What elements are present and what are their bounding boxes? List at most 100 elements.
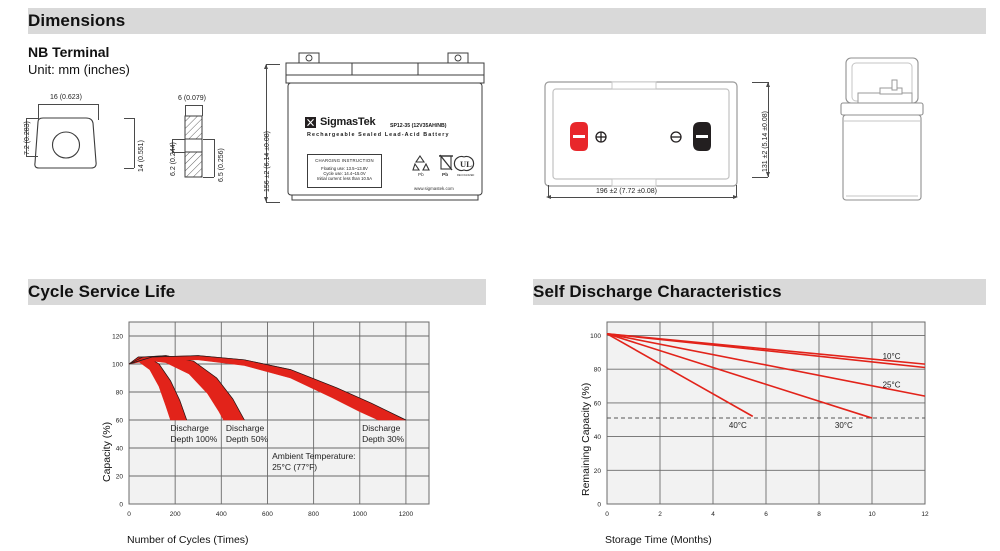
charging-instruction-box: CHARGING INSTRUCTION Floating use: 13.5~… xyxy=(307,154,382,188)
dim-line-terminal-right-height xyxy=(134,118,135,168)
battery-tagline: Rechargeable Sealed Lead-Acid Battery xyxy=(307,132,450,138)
cycle-y-tick: 40 xyxy=(116,446,124,453)
cycle-y-tick: 20 xyxy=(116,474,124,481)
recycle-icon xyxy=(412,155,430,171)
battery-model: SP12-35 (12V35AH/NB) xyxy=(390,123,447,129)
svg-text:UL: UL xyxy=(460,159,472,169)
dim-arrow-down xyxy=(263,197,268,202)
section-header-dimensions: Dimensions xyxy=(14,8,986,34)
cycle-y-tick: 100 xyxy=(112,362,123,369)
cycle-x-tick: 800 xyxy=(308,511,319,518)
cycle-y-tick: 0 xyxy=(119,502,123,509)
dim-line-side-gap xyxy=(172,139,173,152)
certification-marks: Pb Pb UL RECOGNIZED xyxy=(412,154,475,178)
dim-ext-sw-l xyxy=(185,105,186,116)
dim-line-side-width xyxy=(185,105,202,106)
cycle-x-tick: 1200 xyxy=(399,511,414,518)
cycle-curve-outline xyxy=(128,356,188,421)
cycle-x-tick: 400 xyxy=(216,511,227,518)
self-discharge-line xyxy=(606,332,926,365)
dim-line-side-height xyxy=(214,139,215,177)
svg-text:RECOGNIZED: RECOGNIZED xyxy=(457,173,474,177)
dim-arrow-up xyxy=(263,64,268,69)
cycle-y-tick: 120 xyxy=(112,334,123,341)
section-header-self-discharge: Self Discharge Characteristics xyxy=(519,279,986,305)
header-left-bar xyxy=(519,279,533,305)
charging-line-3: Initial current: less than 10.5A xyxy=(316,175,373,181)
self-x-axis-label: Storage Time (Months) xyxy=(605,534,712,546)
cycle-x-tick: 600 xyxy=(262,511,273,518)
dim-ext-bot xyxy=(26,156,38,157)
dim-ext-fh-t xyxy=(266,64,280,65)
dim-ext-sw-r xyxy=(202,105,203,116)
dim-top-depth: 131 ±2 (5.14 ±0.08) xyxy=(762,110,769,172)
dim-side-width: 6 (0.079) xyxy=(178,95,207,102)
self-plot-area: 0 2 4 6 8 10 12 0 20 40 60 80 100 10°C 25°C 30°C 40°C xyxy=(590,321,929,518)
dim-ext-bot2 xyxy=(124,168,134,169)
self-y-tick: 20 xyxy=(594,468,602,475)
cycle-annotation: Discharge xyxy=(226,423,265,433)
dim-ext-right xyxy=(98,104,99,120)
self-y-tick: 60 xyxy=(594,400,602,407)
svg-text:Pb: Pb xyxy=(418,172,424,177)
cycle-annotation: Depth 100% xyxy=(171,434,218,444)
cycle-y-axis-label: Capacity (%) xyxy=(101,422,113,482)
cycle-x-tick: 200 xyxy=(170,511,181,518)
cycle-curve-outline xyxy=(128,355,245,421)
self-x-tick: 0 xyxy=(605,511,609,518)
self-y-tick: 40 xyxy=(594,434,602,441)
dim-line-top-depth xyxy=(768,82,769,177)
dim-ext-top2 xyxy=(124,118,134,119)
self-discharge-line xyxy=(606,333,754,418)
charging-instruction-title: CHARGING INSTRUCTION xyxy=(315,158,374,163)
dim-terminal-height-right: 14 (0.551) xyxy=(138,140,145,172)
header-left-bar xyxy=(14,8,28,34)
dim-ext-tw-l xyxy=(548,185,549,197)
cycle-service-life-chart: 0 200 400 600 800 1000 1200 0 20 40 60 80 100 120 Dis… xyxy=(14,310,486,550)
unit-line: Unit: mm (inches) xyxy=(28,62,130,77)
cycle-annotation: Depth 30% xyxy=(362,434,404,444)
brand-mark-icon xyxy=(305,117,316,128)
self-y-tick: 100 xyxy=(590,333,601,340)
self-series-label: 30°C xyxy=(835,421,853,430)
cycle-x-axis-label: Number of Cycles (Times) xyxy=(127,534,249,546)
dim-ext-g-t xyxy=(172,139,185,140)
self-x-tick: 8 xyxy=(817,511,821,518)
cycle-curve-outline xyxy=(128,355,407,421)
section-title-dimensions: Dimensions xyxy=(28,11,126,30)
self-series-label: 40°C xyxy=(729,421,747,430)
dim-top-width: 196 ±2 (7.72 ±0.08) xyxy=(596,188,658,195)
dim-ext-fh-b xyxy=(266,202,280,203)
dim-ext-h-b xyxy=(203,177,214,178)
cycle-annotation: Discharge xyxy=(362,423,401,433)
terminal-top-view-drawing xyxy=(34,117,97,169)
dim-ext-left xyxy=(38,104,39,120)
crossed-bin-icon xyxy=(439,154,453,171)
cycle-x-tick: 0 xyxy=(127,511,131,518)
dim-terminal-height-left: 7.2 (0.283) xyxy=(24,121,31,155)
dim-line-terminal-width xyxy=(38,104,98,105)
dim-line-top-width xyxy=(548,197,736,198)
terminal-side-view-drawing xyxy=(184,115,203,178)
self-x-tick: 2 xyxy=(658,511,662,518)
self-discharge-chart: 0 2 4 6 8 10 12 0 20 40 60 80 100 10°C 25°C 30°C 40°C S… xyxy=(519,310,986,550)
ul-mark-icon: UL xyxy=(453,155,475,172)
dim-side-height: 6.5 (0.256) xyxy=(218,148,225,182)
cycle-y-tick: 60 xyxy=(116,418,124,425)
battery-side-view-drawing xyxy=(840,57,924,201)
cycle-annotation: 25°C (77°F) xyxy=(272,462,317,472)
self-discharge-line xyxy=(606,333,873,419)
self-x-tick: 4 xyxy=(711,511,715,518)
self-x-tick: 10 xyxy=(868,511,876,518)
header-left-bar xyxy=(14,279,28,305)
self-y-axis-label: Remaining Capacity (%) xyxy=(580,383,592,496)
dim-front-height: 156 ±2 (6.14 ±0.08) xyxy=(264,130,271,192)
charging-line-2: Cycle use: 14.4~15.0V xyxy=(323,170,366,176)
cycle-annotation: Depth 50% xyxy=(226,434,268,444)
cycle-y-tick: 80 xyxy=(116,390,124,397)
dim-ext-top xyxy=(26,118,38,119)
cycle-x-tick: 1000 xyxy=(353,511,368,518)
dim-line-terminal-left-height xyxy=(26,118,27,156)
cycle-annotation: Discharge xyxy=(171,423,210,433)
dim-side-gap: 6.2 (0.244) xyxy=(170,142,177,176)
